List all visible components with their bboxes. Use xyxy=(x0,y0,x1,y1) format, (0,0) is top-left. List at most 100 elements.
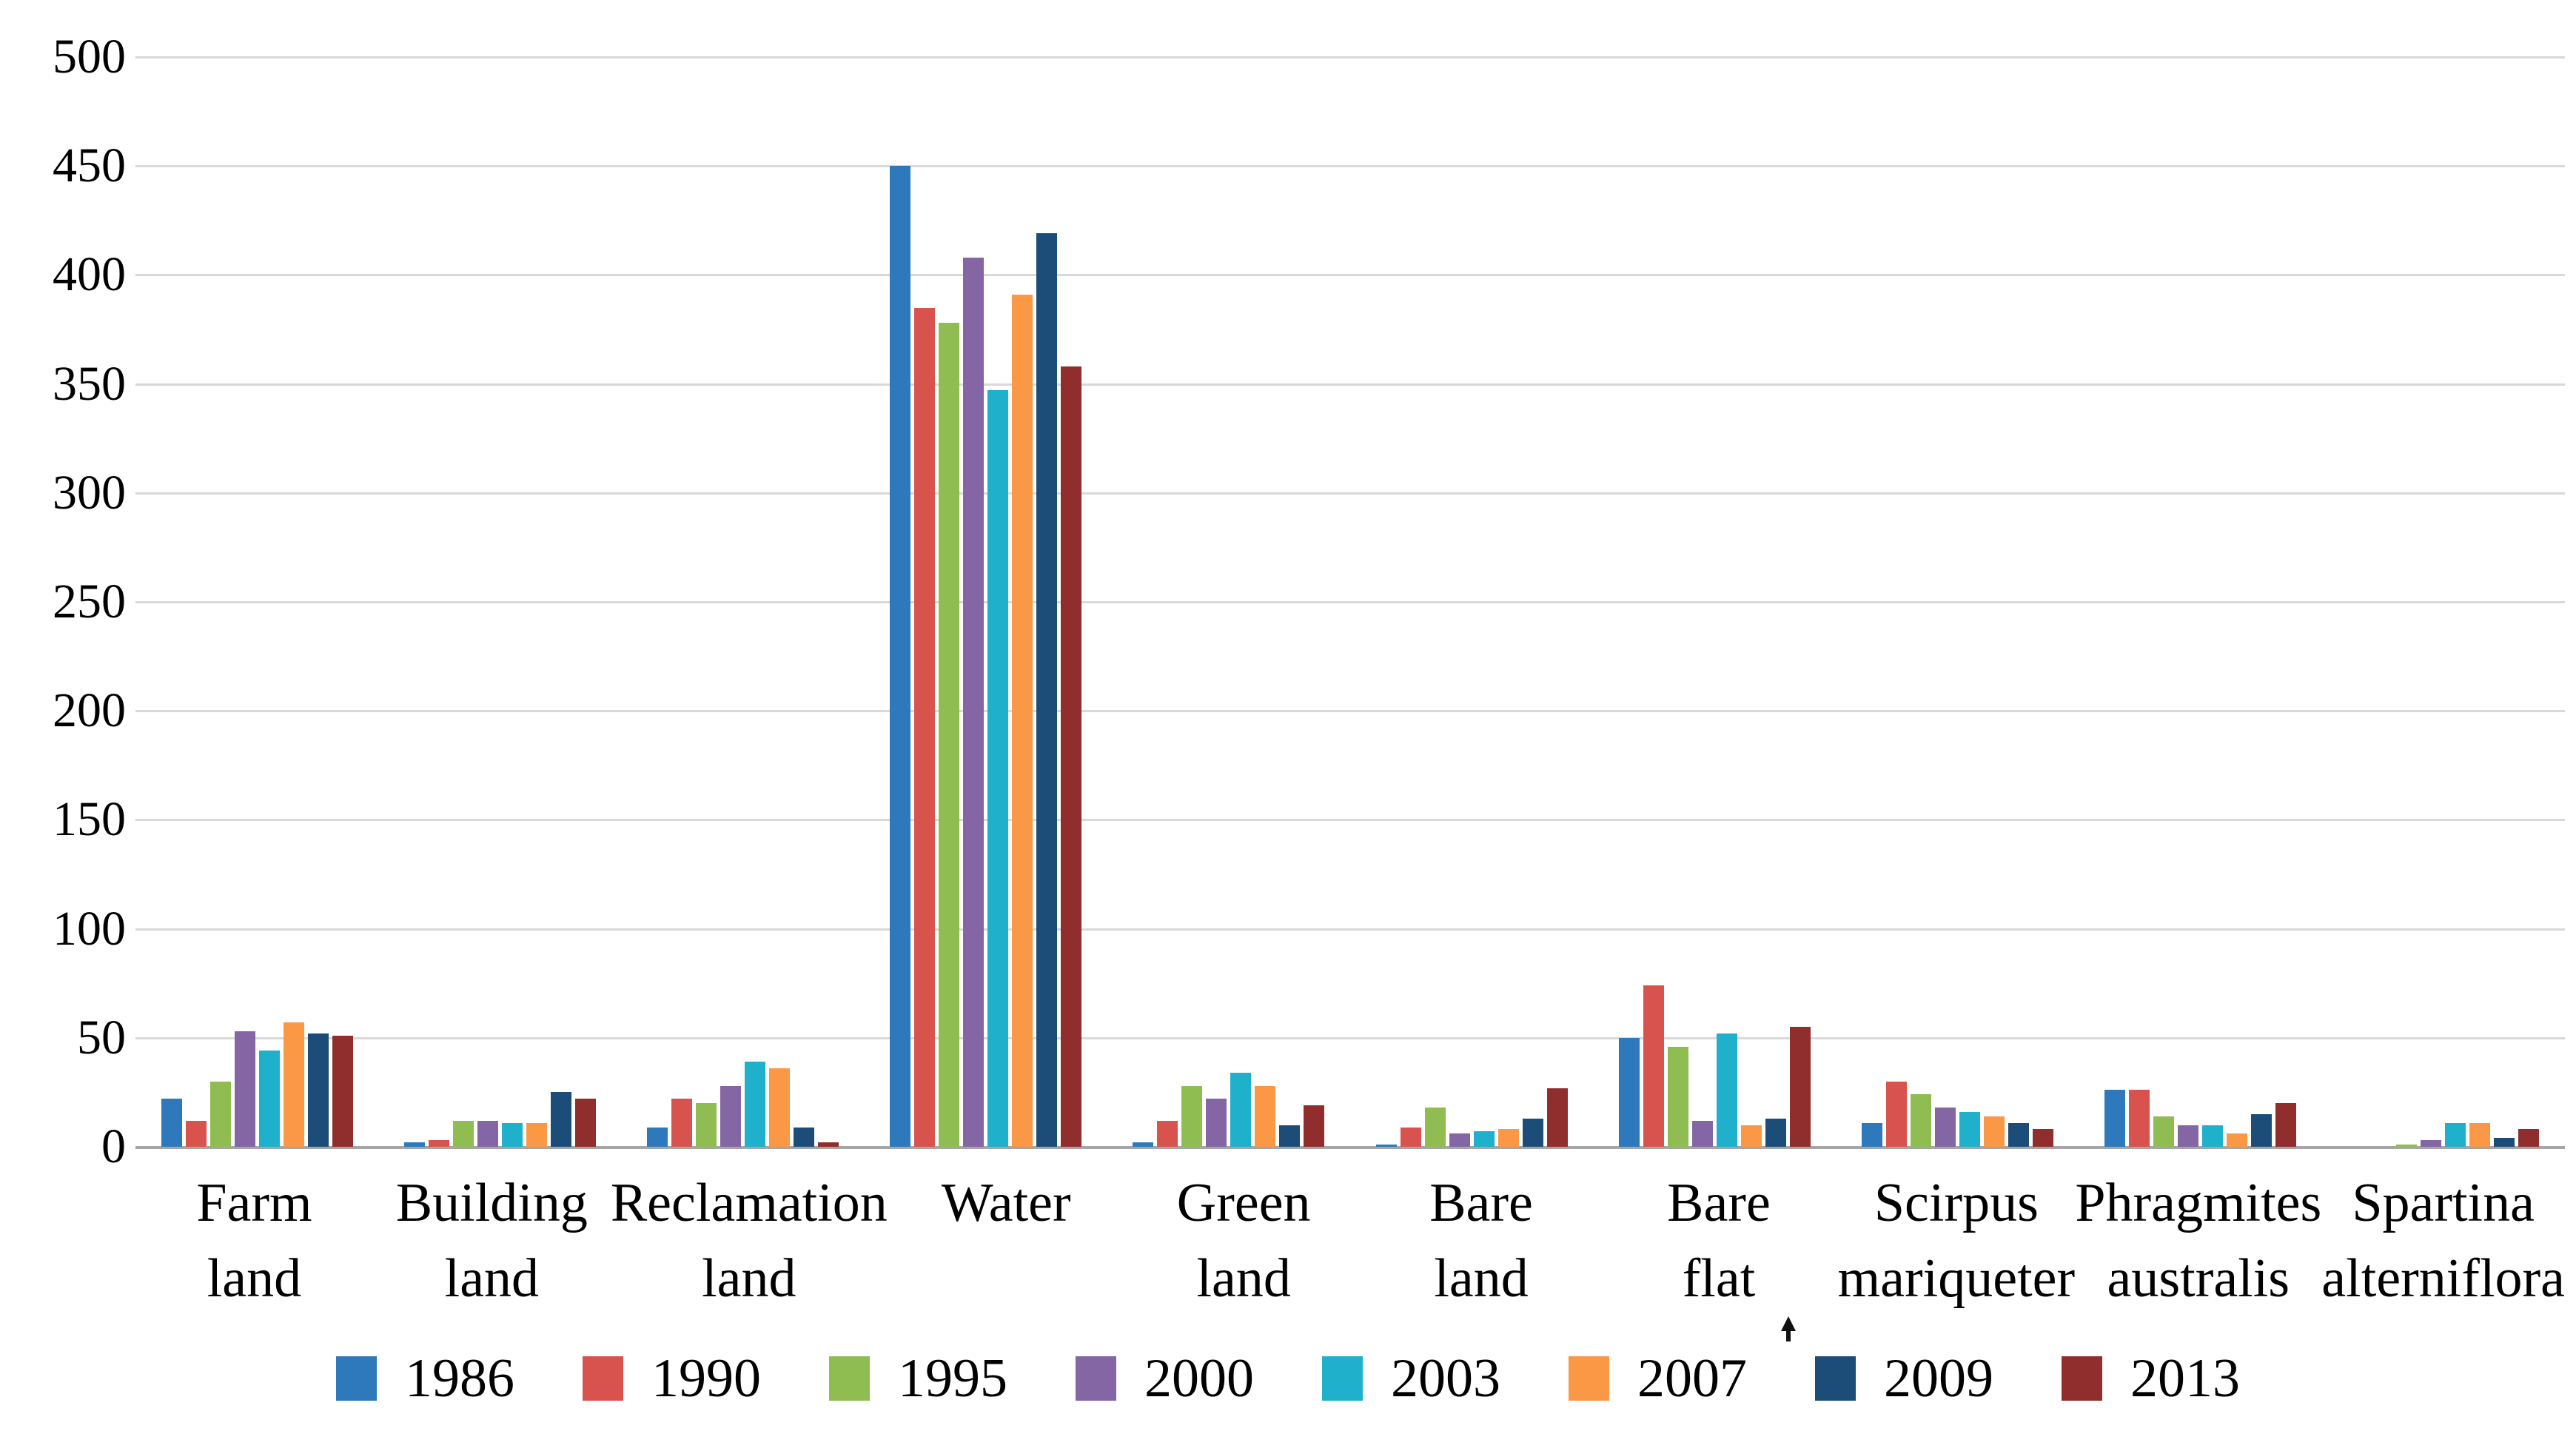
legend-swatch-1986 xyxy=(336,1356,377,1401)
x-category-label-bare-flat: Bare flat xyxy=(1667,1173,1771,1309)
bar-1995-bare-flat xyxy=(1667,1046,1688,1147)
x-axis-category-labels: Farm land Building land Reclamation land Wa… xyxy=(135,1165,2565,1316)
y-tick-label: 50 xyxy=(77,1010,126,1065)
y-tick-label: 350 xyxy=(53,356,126,411)
legend-item-1990: 1990 xyxy=(583,1349,761,1408)
bar-group-scirpus-mariqueter xyxy=(1836,57,2079,1147)
bar-2009-phragmites-australis xyxy=(2251,1113,2273,1147)
bar-2000-building-land xyxy=(477,1120,498,1147)
bar-2009-spartina-alterniflora xyxy=(2494,1138,2515,1147)
bar-group-bare-land xyxy=(1350,57,1593,1147)
bar-group-farm-land xyxy=(135,57,378,1147)
bar-2000-farm-land xyxy=(234,1031,255,1147)
bar-2003-building-land xyxy=(501,1122,523,1147)
bar-2009-bare-flat xyxy=(1765,1118,1786,1147)
x-category-label-spartina-alterniflora: Spartina alterniflora xyxy=(2321,1173,2565,1309)
bar-1995-building-land xyxy=(452,1120,474,1147)
x-category-label-bare-land: Bare land xyxy=(1429,1173,1533,1309)
legend-label-1990: 1990 xyxy=(651,1348,761,1409)
bar-2003-water xyxy=(987,390,1009,1147)
bar-group-spartina-alterniflora xyxy=(2322,57,2565,1147)
bar-1986-phragmites-australis xyxy=(2104,1090,2126,1147)
bar-1990-bare-land xyxy=(1400,1127,1421,1147)
bar-1995-water xyxy=(939,323,960,1147)
bar-2003-scirpus-mariqueter xyxy=(1959,1111,1981,1147)
bar-group-green-land xyxy=(1107,57,1350,1147)
bar-2013-water xyxy=(1061,366,1082,1147)
x-category-label-scirpus-mariqueter: Scirpus mariqueter xyxy=(1837,1173,2076,1309)
y-tick-label: 400 xyxy=(53,247,126,302)
bar-2000-bare-flat xyxy=(1691,1120,1713,1147)
bar-1995-bare-land xyxy=(1424,1108,1446,1147)
bar-1995-spartina-alterniflora xyxy=(2396,1145,2418,1147)
bar-groups xyxy=(135,57,2565,1147)
bar-1986-reclamation-land xyxy=(647,1127,668,1147)
bar-2003-phragmites-australis xyxy=(2202,1125,2224,1147)
bar-2013-reclamation-land xyxy=(818,1142,839,1147)
gridline xyxy=(135,601,2565,603)
gridline xyxy=(135,274,2565,277)
bar-group-reclamation-land xyxy=(621,57,864,1147)
bar-2003-bare-flat xyxy=(1716,1033,1737,1147)
bar-2009-farm-land xyxy=(307,1033,329,1147)
bar-1995-phragmites-australis xyxy=(2153,1116,2175,1147)
y-tick-label: 500 xyxy=(53,30,126,84)
bar-2007-bare-land xyxy=(1497,1129,1519,1147)
bar-2007-phragmites-australis xyxy=(2227,1133,2248,1147)
y-tick-label: 200 xyxy=(53,683,126,738)
bar-1986-green-land xyxy=(1133,1142,1154,1147)
x-category-label-green-land: Green land xyxy=(1176,1173,1311,1309)
legend-label-2003: 2003 xyxy=(1391,1348,1500,1409)
bar-2013-bare-land xyxy=(1546,1088,1568,1147)
gridline xyxy=(135,1036,2565,1039)
bar-1995-scirpus-mariqueter xyxy=(1911,1094,1932,1147)
bar-2009-building-land xyxy=(550,1092,571,1147)
legend-swatch-2009 xyxy=(1815,1356,1856,1401)
legend-item-1995: 1995 xyxy=(829,1349,1007,1408)
bar-1995-farm-land xyxy=(209,1081,231,1147)
legend-label-2009: 2009 xyxy=(1884,1348,1993,1409)
bar-2007-farm-land xyxy=(283,1022,304,1147)
bar-2000-phragmites-australis xyxy=(2178,1125,2199,1147)
bar-1990-green-land xyxy=(1157,1120,1178,1147)
bar-2013-spartina-alterniflora xyxy=(2518,1129,2540,1147)
bar-2003-spartina-alterniflora xyxy=(2445,1122,2466,1147)
bar-2003-bare-land xyxy=(1473,1131,1495,1147)
bar-1990-phragmites-australis xyxy=(2129,1090,2150,1147)
y-tick-label: 150 xyxy=(53,792,126,847)
bar-1995-reclamation-land xyxy=(696,1103,717,1147)
bar-2000-green-land xyxy=(1206,1099,1227,1147)
bar-1986-scirpus-mariqueter xyxy=(1862,1122,1883,1147)
bar-2000-bare-land xyxy=(1449,1133,1470,1147)
x-axis-zero-line xyxy=(135,1146,2565,1149)
y-tick-label: 300 xyxy=(53,465,126,520)
bar-2007-scirpus-mariqueter xyxy=(1984,1116,2005,1147)
y-tick-label: 0 xyxy=(101,1119,126,1173)
legend-item-2013: 2013 xyxy=(2062,1349,2240,1408)
bar-1986-water xyxy=(890,166,911,1147)
bar-2009-scirpus-mariqueter xyxy=(2008,1122,2030,1147)
gridline xyxy=(135,56,2565,58)
legend-item-1986: 1986 xyxy=(336,1349,514,1408)
bar-2009-reclamation-land xyxy=(794,1127,814,1147)
bar-1990-scirpus-mariqueter xyxy=(1886,1081,1908,1147)
bar-2000-spartina-alterniflora xyxy=(2421,1140,2442,1147)
legend: 1986 1990 1995 2000 2003 2007 2009 2013 xyxy=(0,1349,2576,1408)
bar-2003-green-land xyxy=(1230,1072,1252,1147)
legend-swatch-2013 xyxy=(2062,1356,2102,1401)
legend-label-1995: 1995 xyxy=(898,1348,1007,1409)
bar-2009-water xyxy=(1036,233,1058,1147)
bar-1986-bare-land xyxy=(1375,1145,1397,1147)
y-tick-label: 450 xyxy=(53,138,126,193)
x-category-label-building-land: Building land xyxy=(395,1173,588,1309)
bar-1986-farm-land xyxy=(161,1099,182,1147)
legend-item-2000: 2000 xyxy=(1076,1349,1254,1408)
bar-2000-water xyxy=(963,257,985,1147)
bar-2009-bare-land xyxy=(1522,1118,1543,1147)
bar-1990-building-land xyxy=(428,1140,449,1147)
legend-item-2007: 2007 xyxy=(1569,1349,1747,1408)
bar-group-building-land xyxy=(378,57,621,1147)
gridline xyxy=(135,492,2565,495)
gridline xyxy=(135,928,2565,931)
